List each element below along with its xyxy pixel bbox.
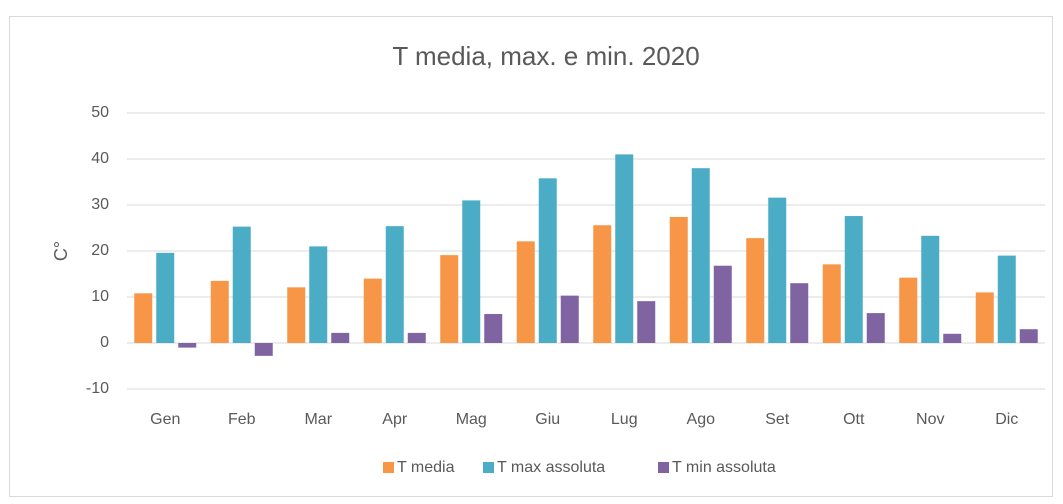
x-tick-label: Ott — [843, 411, 865, 428]
bar — [484, 314, 503, 343]
y-axis-label: C° — [51, 241, 71, 261]
x-tick-label: Ago — [687, 411, 716, 428]
bar — [921, 235, 940, 343]
bar — [768, 197, 787, 343]
bar — [134, 293, 153, 343]
bar — [210, 280, 229, 343]
bar — [178, 343, 197, 348]
bar — [637, 301, 656, 343]
x-tick-label: Feb — [228, 411, 256, 428]
bar — [844, 216, 863, 343]
bar — [440, 255, 459, 343]
x-tick-label: Set — [765, 411, 790, 428]
bar — [156, 252, 175, 343]
bar — [790, 283, 809, 343]
y-tick-label: 20 — [91, 242, 109, 259]
bar — [669, 216, 688, 343]
x-tick-label: Apr — [382, 411, 408, 428]
bar — [309, 246, 328, 343]
y-tick-label: 30 — [91, 196, 109, 213]
bar — [746, 238, 765, 343]
bar — [593, 225, 612, 343]
x-tick-label: Lug — [611, 411, 638, 428]
bar — [254, 343, 273, 356]
legend-swatch — [383, 462, 394, 473]
x-tick-label: Nov — [916, 411, 944, 428]
bar — [363, 278, 382, 343]
bar — [866, 313, 885, 343]
bar — [899, 277, 918, 343]
bar — [560, 295, 579, 343]
y-tick-label: 0 — [100, 334, 109, 351]
y-tick-label: 50 — [91, 104, 109, 121]
bar — [997, 255, 1016, 343]
bar — [975, 292, 994, 343]
bar — [822, 264, 841, 343]
bar — [943, 333, 962, 343]
x-tick-label: Dic — [995, 411, 1018, 428]
bar — [1019, 329, 1038, 343]
legend-label: T max assoluta — [497, 459, 605, 476]
bar — [331, 332, 350, 343]
y-tick-label: 10 — [91, 288, 109, 305]
bar — [538, 178, 557, 343]
x-tick-label: Mar — [304, 411, 332, 428]
legend-swatch — [658, 462, 669, 473]
bar — [713, 265, 732, 343]
bar — [691, 168, 710, 343]
y-tick-label: 40 — [91, 150, 109, 167]
chart-title: T media, max. e min. 2020 — [392, 41, 699, 71]
bar — [407, 332, 426, 343]
bar — [385, 226, 404, 343]
legend-label: T media — [397, 459, 455, 476]
legend-swatch — [483, 462, 494, 473]
y-tick-label: -10 — [86, 380, 109, 397]
bar — [287, 287, 306, 343]
legend-label: T min assoluta — [672, 459, 776, 476]
x-tick-label: Gen — [150, 411, 180, 428]
x-tick-label: Mag — [456, 411, 487, 428]
bar — [615, 154, 634, 343]
bar — [232, 226, 251, 343]
bar — [516, 241, 535, 343]
bar — [462, 200, 481, 343]
x-tick-label: Giu — [535, 411, 560, 428]
